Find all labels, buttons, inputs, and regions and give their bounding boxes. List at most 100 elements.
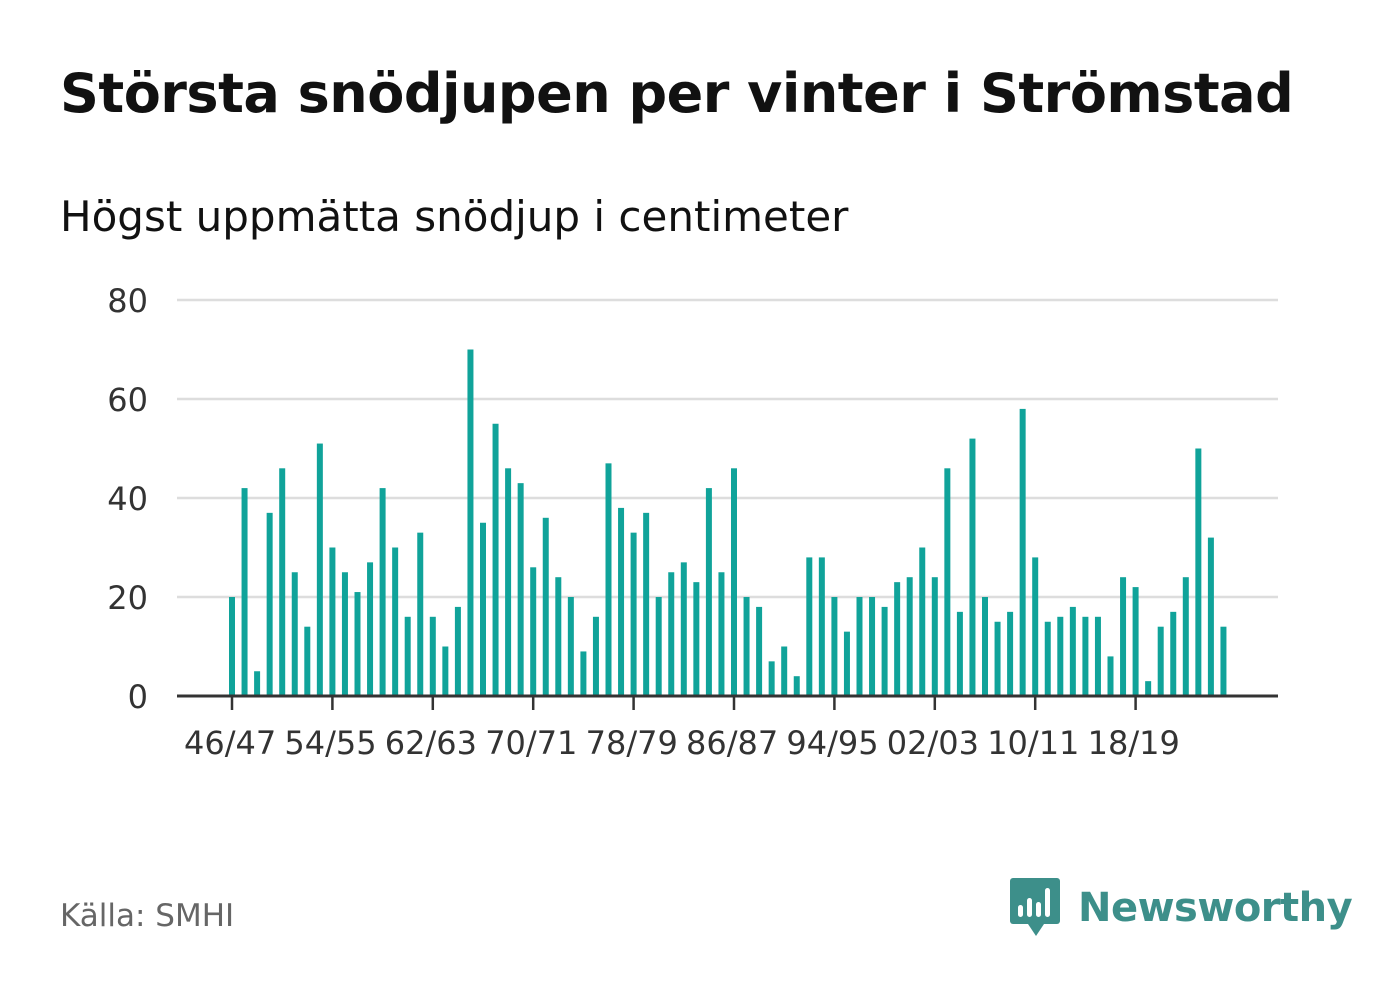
y-tick-label: 80 xyxy=(107,282,148,320)
bar xyxy=(618,507,625,696)
bar xyxy=(316,443,323,696)
bar xyxy=(379,488,386,696)
x-tick-label: 78/79 xyxy=(586,724,678,762)
bar xyxy=(480,522,486,696)
bar xyxy=(1094,616,1101,696)
bar-chart: 0 20 40 60 80 46/47 54/55 62/63 70/71 78/79 86/87… xyxy=(107,282,1278,762)
bar xyxy=(869,597,876,696)
bar xyxy=(931,577,938,696)
x-tick-label: 70/71 xyxy=(485,724,577,762)
bar xyxy=(856,597,863,696)
bar xyxy=(1007,611,1014,696)
bar xyxy=(1069,606,1076,696)
bar xyxy=(605,463,612,696)
y-axis: 0 20 40 60 80 xyxy=(107,282,148,716)
bar xyxy=(982,597,988,696)
bar xyxy=(643,512,650,696)
bar xyxy=(894,582,901,696)
bar xyxy=(454,606,461,696)
bar xyxy=(944,468,951,696)
bar xyxy=(555,577,562,696)
chart-title: Största snödjupen per vinter i Strömstad xyxy=(60,62,1294,125)
bar xyxy=(492,423,499,696)
bar xyxy=(1132,587,1139,696)
bar xyxy=(1207,537,1214,696)
bar xyxy=(291,572,298,696)
y-tick-label: 0 xyxy=(128,678,148,716)
bar xyxy=(329,547,336,696)
bar xyxy=(354,592,361,696)
bar xyxy=(655,597,662,696)
bar xyxy=(392,547,399,696)
bar xyxy=(630,532,637,696)
x-tick-label: 86/87 xyxy=(686,724,778,762)
bar xyxy=(1120,577,1127,696)
bar xyxy=(229,597,235,696)
bar xyxy=(1057,616,1064,696)
bar xyxy=(781,646,788,696)
bar xyxy=(567,597,574,696)
bar xyxy=(542,517,549,696)
chart-subtitle: Högst uppmätta snödjup i centimeter xyxy=(60,192,849,241)
source-label: Källa: SMHI xyxy=(60,898,235,934)
bar xyxy=(705,488,712,696)
bar xyxy=(843,631,850,696)
x-tick-label: 10/11 xyxy=(987,724,1079,762)
bar xyxy=(806,557,813,696)
bar xyxy=(969,438,976,696)
bar-chart-speech-bubble-icon xyxy=(1010,878,1060,936)
bar xyxy=(768,661,775,696)
bar xyxy=(919,547,926,696)
bar xyxy=(1220,626,1227,696)
brand-logo: Newsworthy xyxy=(1010,878,1353,938)
bar xyxy=(793,676,800,696)
bar xyxy=(1157,626,1164,696)
bar xyxy=(956,611,963,696)
bar xyxy=(718,572,725,696)
bar xyxy=(1195,448,1202,696)
bar xyxy=(818,557,825,696)
bar xyxy=(1019,408,1026,696)
bar xyxy=(341,572,348,696)
bar xyxy=(1182,577,1189,696)
bar xyxy=(1032,557,1039,696)
bar xyxy=(505,468,512,696)
bar xyxy=(1082,616,1089,696)
gridlines xyxy=(177,298,1278,599)
bar xyxy=(994,621,1001,696)
x-tick-label: 94/95 xyxy=(786,724,878,762)
x-tick-label: 54/55 xyxy=(284,724,376,762)
bar xyxy=(1107,656,1114,696)
bar xyxy=(743,597,750,696)
bar xyxy=(417,532,424,696)
bar xyxy=(831,597,838,696)
bar xyxy=(693,582,700,696)
bar xyxy=(530,567,537,696)
brand-name: Newsworthy xyxy=(1078,885,1353,931)
bar xyxy=(756,606,763,696)
x-tick-label: 18/19 xyxy=(1088,724,1180,762)
bar xyxy=(1170,611,1177,696)
x-tick-label: 02/03 xyxy=(887,724,979,762)
bars xyxy=(229,349,1227,696)
bar xyxy=(429,616,436,696)
bar xyxy=(580,651,587,696)
y-tick-label: 20 xyxy=(107,579,148,617)
bar xyxy=(442,646,449,696)
bar xyxy=(517,483,524,696)
bar xyxy=(1044,621,1051,696)
bar xyxy=(254,671,261,696)
y-tick-label: 40 xyxy=(107,480,148,518)
bar xyxy=(881,606,888,696)
bar xyxy=(367,562,374,696)
bar xyxy=(1145,681,1152,696)
bar xyxy=(680,562,687,696)
x-axis: 46/47 54/55 62/63 70/71 78/79 86/87 94/95 02/03… xyxy=(177,694,1278,762)
bar xyxy=(592,616,599,696)
bar xyxy=(266,512,273,696)
x-tick-label: 46/47 xyxy=(184,724,276,762)
bar xyxy=(279,468,286,696)
bar xyxy=(906,577,913,696)
bar xyxy=(731,468,737,696)
x-tick-label: 62/63 xyxy=(385,724,477,762)
